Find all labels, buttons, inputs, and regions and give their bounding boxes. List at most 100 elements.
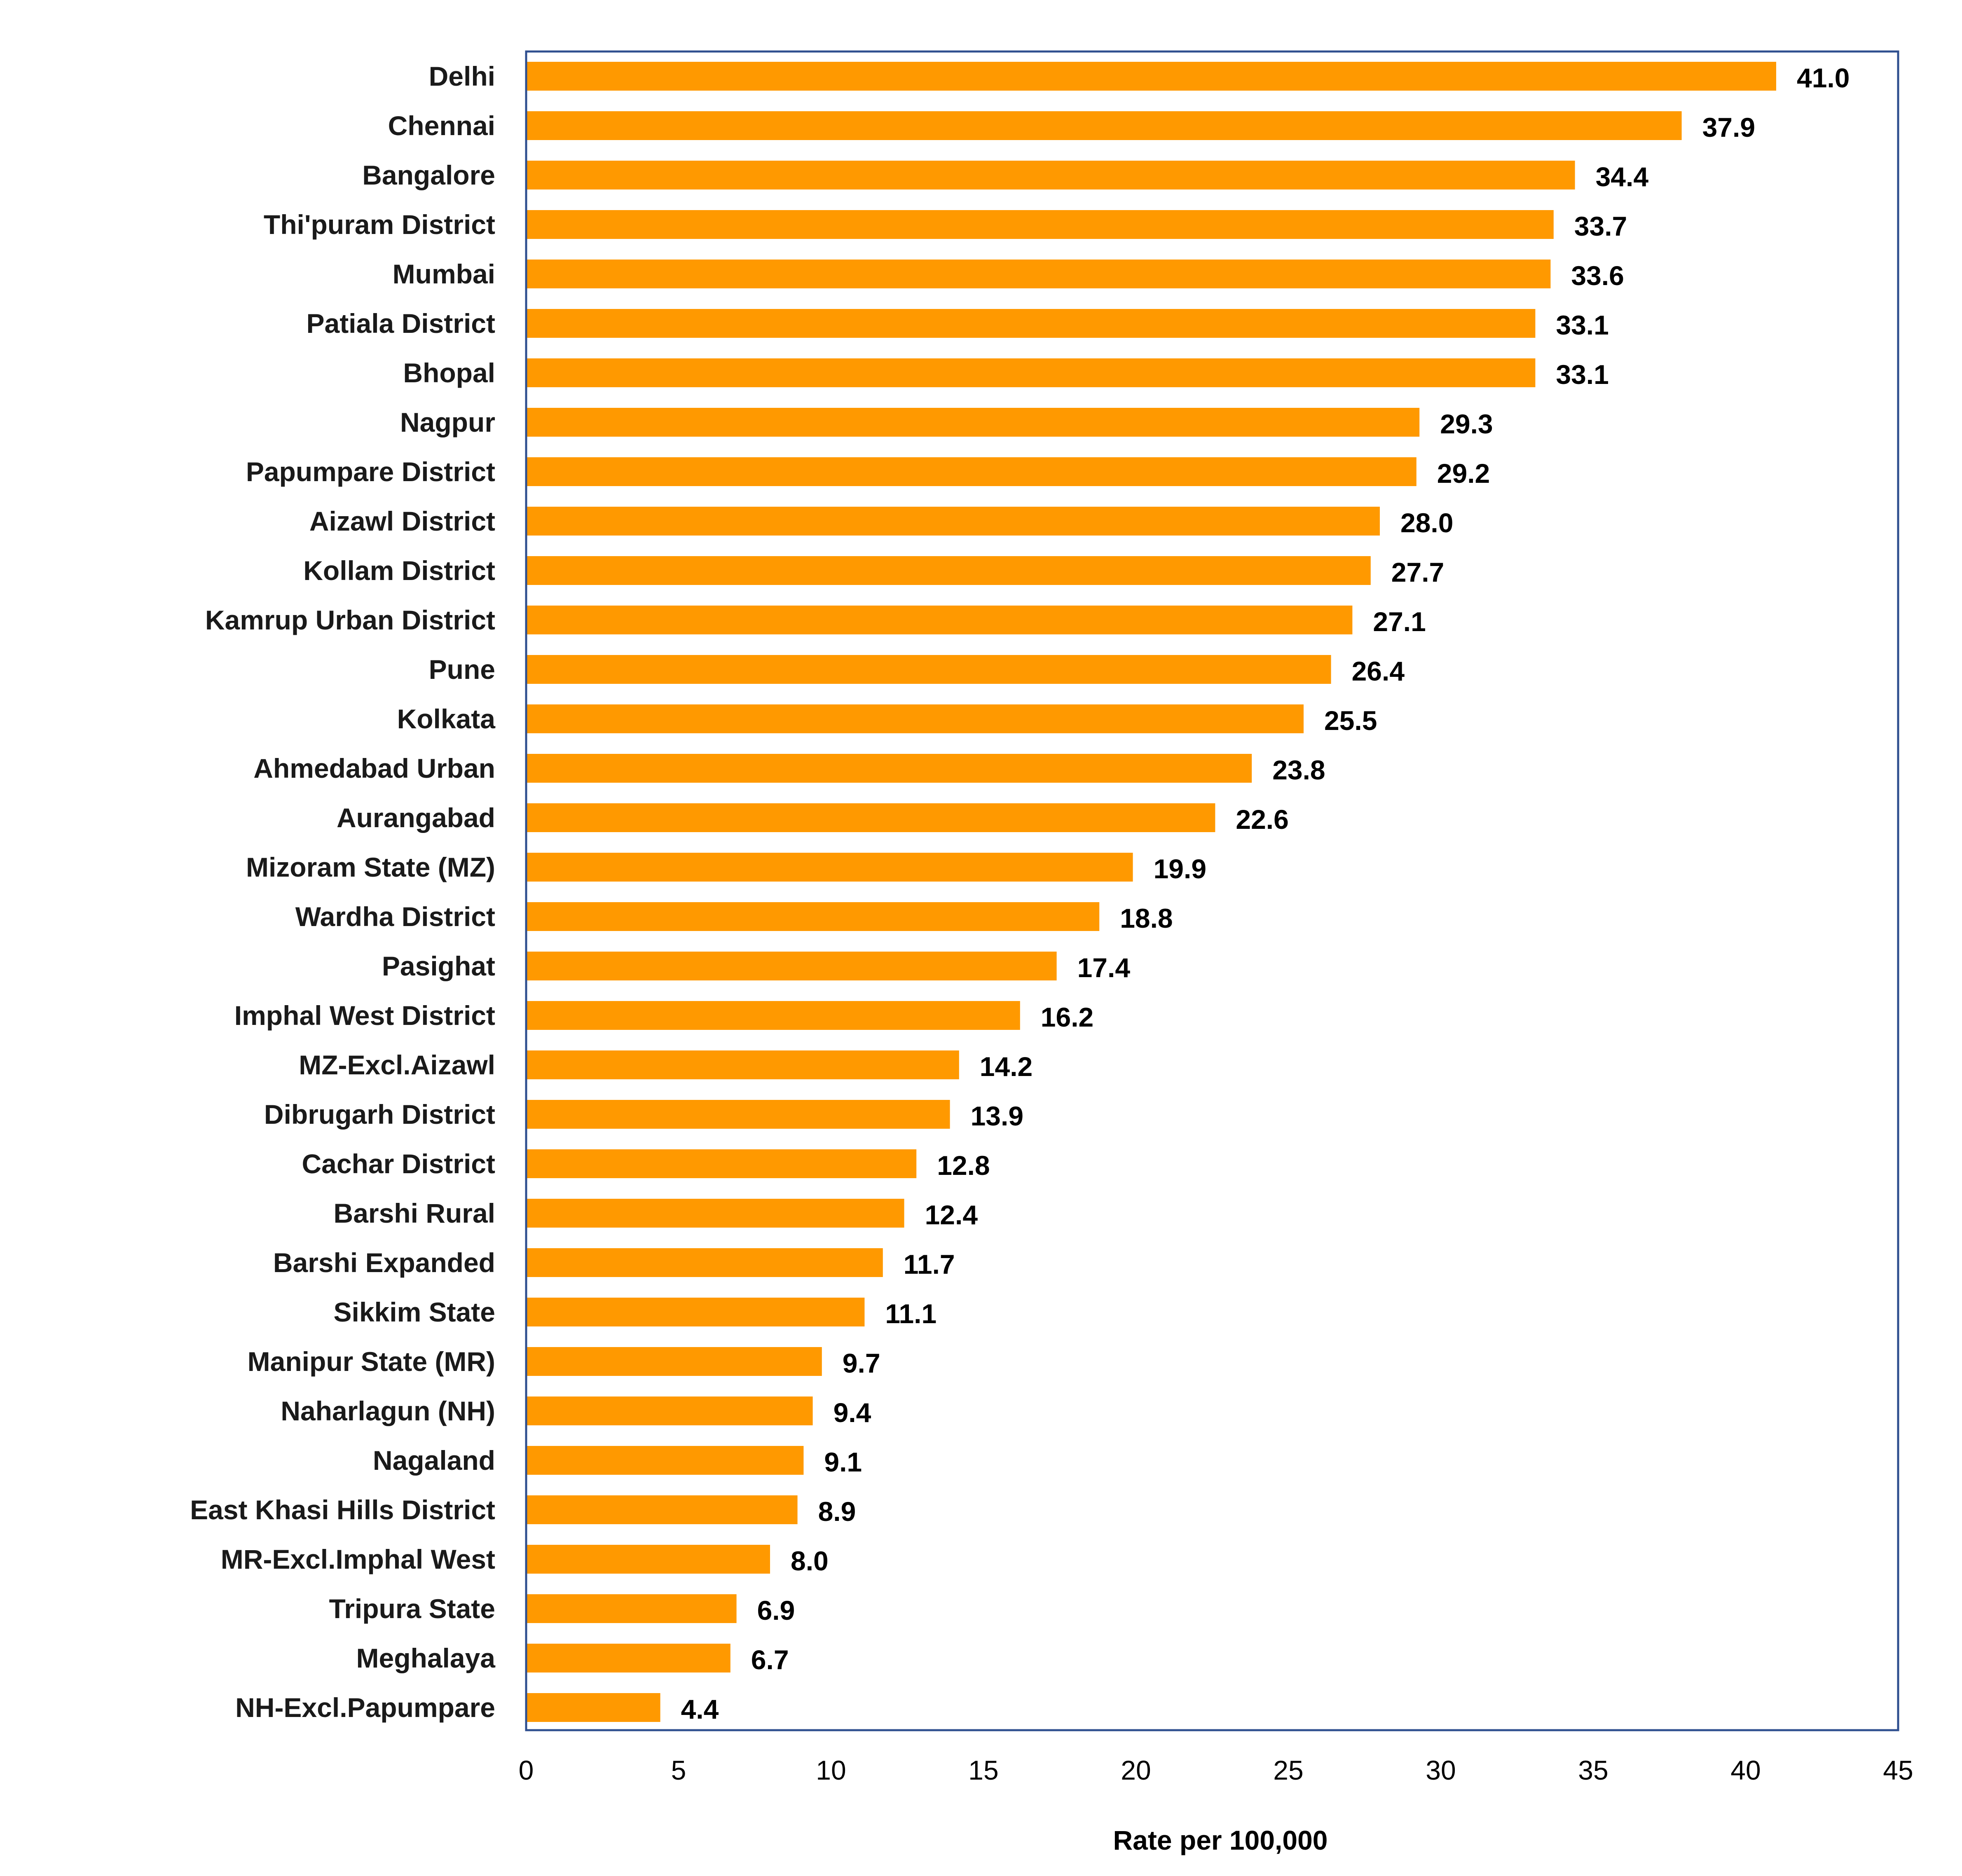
- data-label: 23.8: [1272, 755, 1325, 785]
- data-label: 4.4: [681, 1694, 719, 1724]
- category-label: Imphal West District: [234, 1000, 495, 1031]
- x-tick-label: 30: [1426, 1755, 1456, 1785]
- x-tick-labels: 0 5 10 15 20 25 30 35 40 45: [519, 1755, 1913, 1785]
- data-label: 33.1: [1556, 310, 1608, 340]
- category-label: Barshi Expanded: [273, 1247, 495, 1278]
- bar: [526, 260, 1551, 288]
- x-tick-label: 35: [1578, 1755, 1608, 1785]
- category-label: Sikkim State: [333, 1297, 495, 1327]
- x-tick-label: 25: [1273, 1755, 1303, 1785]
- category-label: NH-Excl.Papumpare: [235, 1692, 495, 1723]
- bar: [526, 1298, 865, 1326]
- bar: [526, 210, 1554, 239]
- x-tick-label: 0: [519, 1755, 534, 1785]
- bar: [526, 556, 1371, 585]
- data-label: 33.6: [1571, 260, 1624, 291]
- category-label: Nagaland: [373, 1445, 495, 1476]
- data-label: 13.9: [971, 1101, 1023, 1131]
- category-label: Ahmedabad Urban: [253, 753, 495, 784]
- bars-group: [526, 62, 1776, 1722]
- category-label: Thi'puram District: [264, 209, 495, 240]
- data-label: 22.6: [1236, 804, 1288, 835]
- category-label: Pasighat: [382, 951, 495, 981]
- bar: [526, 1347, 822, 1376]
- category-label: Bangalore: [362, 160, 495, 190]
- category-label: Papumpare District: [246, 456, 495, 487]
- category-label: Dibrugarh District: [264, 1099, 495, 1130]
- data-label: 33.7: [1574, 211, 1627, 241]
- x-tick-label: 10: [816, 1755, 846, 1785]
- bar: [526, 1446, 804, 1475]
- data-label: 29.3: [1440, 409, 1493, 439]
- data-label: 27.7: [1391, 557, 1444, 587]
- x-tick-label: 5: [671, 1755, 686, 1785]
- data-label: 27.1: [1373, 606, 1426, 637]
- bar: [526, 62, 1776, 91]
- bar: [526, 606, 1353, 634]
- x-tick-label: 40: [1730, 1755, 1761, 1785]
- category-label: Aizawl District: [309, 506, 495, 536]
- data-label: 19.9: [1154, 854, 1206, 884]
- data-label: 6.9: [757, 1595, 795, 1626]
- data-label: 6.7: [751, 1644, 789, 1675]
- bar: [526, 1545, 770, 1574]
- category-label: Meghalaya: [356, 1643, 496, 1673]
- x-tick-label: 45: [1883, 1755, 1913, 1785]
- data-label: 9.7: [843, 1348, 880, 1378]
- bar: [526, 1495, 798, 1524]
- data-label: 9.4: [833, 1397, 871, 1428]
- plot-frame: [525, 50, 1899, 1731]
- bar: [526, 1693, 660, 1722]
- bar: [526, 161, 1575, 189]
- category-label: Bhopal: [403, 358, 495, 388]
- category-label: Kolkata: [397, 704, 496, 734]
- category-label: Naharlagun (NH): [281, 1396, 495, 1426]
- data-label: 8.9: [818, 1496, 856, 1527]
- bar: [526, 309, 1536, 338]
- data-label: 25.5: [1324, 705, 1377, 736]
- category-label: Chennai: [388, 110, 495, 141]
- data-label: 34.4: [1596, 161, 1649, 192]
- category-label: Manipur State (MR): [248, 1346, 495, 1377]
- data-label: 17.4: [1077, 952, 1131, 983]
- x-tick-label: 20: [1121, 1755, 1151, 1785]
- data-label: 37.9: [1702, 112, 1755, 143]
- bar: [526, 457, 1416, 486]
- category-label: Cachar District: [302, 1149, 495, 1179]
- category-label: Kamrup Urban District: [205, 605, 495, 635]
- bar: [526, 408, 1420, 437]
- bar: [526, 655, 1331, 684]
- bar: [526, 1199, 904, 1228]
- category-label: Aurangabad: [337, 802, 495, 833]
- category-labels: Delhi Chennai Bangalore Thi'puram District M…: [190, 61, 496, 1723]
- data-label: 11.7: [904, 1249, 955, 1280]
- data-label: 9.1: [824, 1447, 862, 1477]
- category-label: Mizoram State (MZ): [246, 852, 495, 882]
- x-axis-title: Rate per 100,000: [1113, 1825, 1328, 1855]
- x-tick-label: 15: [968, 1755, 998, 1785]
- data-label: 8.0: [791, 1546, 829, 1576]
- bar: [526, 358, 1536, 387]
- data-label: 16.2: [1041, 1002, 1093, 1032]
- bar: [526, 1100, 950, 1129]
- bar: [526, 111, 1682, 140]
- category-label: MZ-Excl.Aizawl: [299, 1050, 495, 1080]
- bar: [526, 754, 1252, 783]
- category-label: Patiala District: [306, 308, 495, 339]
- category-label: Barshi Rural: [334, 1198, 495, 1228]
- category-label: Kollam District: [303, 555, 495, 586]
- category-label: MR-Excl.Imphal West: [221, 1544, 495, 1574]
- bar: [526, 1050, 959, 1079]
- bar: [526, 1594, 737, 1623]
- bar: [526, 1149, 917, 1178]
- data-label: 11.1: [885, 1298, 937, 1329]
- data-label: 26.4: [1352, 656, 1405, 686]
- category-label: East Khasi Hills District: [190, 1495, 495, 1525]
- bar: [526, 952, 1057, 980]
- bar: [526, 1001, 1020, 1030]
- category-label: Pune: [429, 654, 495, 685]
- bar: [526, 507, 1380, 536]
- category-label: Tripura State: [329, 1593, 495, 1624]
- data-label: 14.2: [980, 1051, 1033, 1082]
- data-label: 33.1: [1556, 359, 1608, 390]
